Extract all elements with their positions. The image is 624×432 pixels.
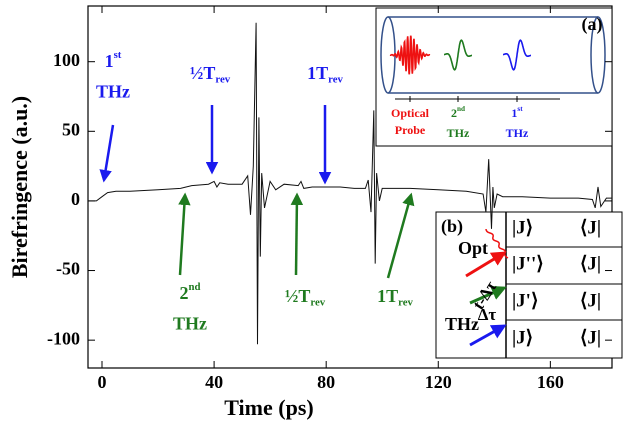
annotation: 1st — [511, 105, 523, 120]
wave-packet — [443, 39, 473, 71]
annotation: 1Trev — [307, 63, 343, 86]
x-tick-label: 0 — [98, 372, 107, 392]
annotation-text: 1 — [511, 106, 517, 120]
annotation-sup: nd — [188, 281, 200, 293]
x-axis-label: Time (ps) — [224, 395, 313, 420]
annotation: 2nd — [179, 281, 200, 303]
annotation-text: 1T — [307, 63, 328, 83]
annotation-text: ½T — [285, 286, 311, 306]
delay-label: Δτ — [478, 305, 497, 324]
x-tick-label: 40 — [205, 372, 223, 392]
arrow — [99, 124, 115, 183]
arrow — [386, 192, 415, 279]
annotation-text: 2 — [179, 283, 188, 303]
annotation: 2nd — [451, 105, 465, 120]
annotation-sub: rev — [215, 74, 230, 86]
wave-packet — [389, 35, 431, 75]
inset-label: (b) — [441, 216, 463, 237]
y-tick-label: 100 — [53, 50, 80, 70]
signal-line — [88, 22, 612, 345]
arrow — [465, 251, 507, 278]
opt-label: Opt — [458, 238, 488, 258]
annotation-sub: rev — [310, 297, 325, 309]
annotation: ½Trev — [190, 63, 231, 86]
annotation-text: 1T — [377, 286, 398, 306]
annotation-line2: THz — [447, 126, 470, 140]
inset-a: (a) Optical Probe 2nd THz 1st THz — [375, 7, 613, 147]
annotation-line2: THz — [173, 314, 207, 334]
ket: |J''⟩ — [512, 253, 544, 274]
annotation-text: ½T — [190, 63, 216, 83]
annotation: 1st — [105, 49, 122, 71]
arrow — [469, 324, 507, 347]
bra: ⟨J| — [580, 217, 601, 238]
y-tick-label: -100 — [47, 328, 80, 348]
annotation-sub: rev — [328, 74, 343, 86]
annotation-sup: st — [517, 105, 523, 113]
annotation: ½Trev — [285, 286, 326, 309]
wave-packet — [502, 39, 532, 71]
arrow — [469, 285, 507, 305]
x-tick-label: 120 — [425, 372, 452, 392]
y-tick-label: 50 — [62, 119, 80, 139]
ket: |J'⟩ — [512, 290, 538, 311]
annotation-line2: THz — [96, 82, 130, 102]
x-tick-label: 80 — [317, 372, 335, 392]
bra: ⟨J| — [580, 290, 601, 311]
x-tick-label: 160 — [537, 372, 564, 392]
y-axis-label: Birefringence (a.u.) — [7, 96, 32, 278]
annotation-sup: nd — [457, 105, 465, 113]
ket: |J⟩ — [512, 217, 533, 238]
annotation: 1Trev — [377, 286, 413, 309]
inset-label: (a) — [582, 14, 603, 35]
y-tick-label: -50 — [56, 259, 80, 279]
arrow — [290, 192, 304, 276]
plot-frame — [87, 5, 613, 369]
annotation: Optical — [391, 106, 430, 120]
thz-label: THz — [445, 314, 479, 334]
inset-frame — [435, 211, 623, 359]
annotation-text: 1 — [105, 51, 114, 71]
bra: ⟨J| — [580, 253, 601, 274]
arrow — [178, 192, 191, 276]
inset-b: (b) Opt t-Δτ Δτ THz |J⟩ ⟨J||J''⟩ ⟨J||J'⟩ ⟨J… — [435, 211, 623, 359]
annotation-text: 2 — [451, 106, 457, 120]
ket: |J⟩ — [512, 327, 533, 348]
y-tick-label: 0 — [71, 189, 80, 209]
annotation: Probe — [395, 123, 426, 137]
inset-frame — [375, 7, 613, 147]
bra: ⟨J| — [580, 327, 601, 348]
annotation-line2: THz — [506, 126, 529, 140]
annotation-sub: rev — [398, 297, 413, 309]
annotation-sup: st — [114, 49, 122, 61]
